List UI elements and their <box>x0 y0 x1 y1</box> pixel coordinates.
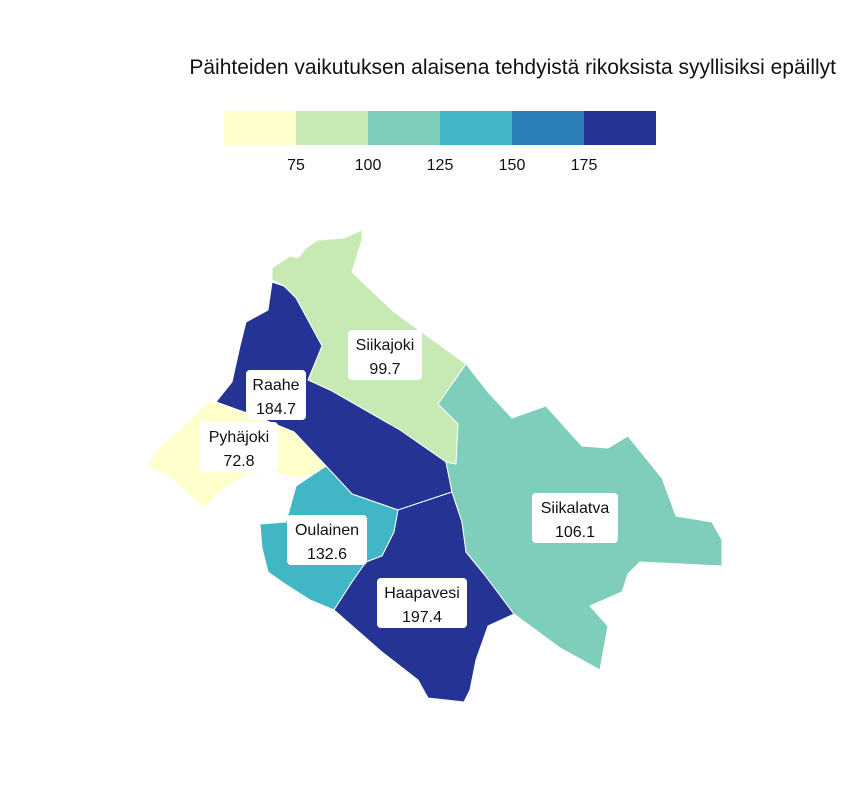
region-name: Haapavesi <box>384 585 460 602</box>
legend-tick-label: 175 <box>571 157 598 174</box>
region-label-pyhajoki: Pyhäjoki 72.8 <box>200 422 278 472</box>
legend-tick-label: 125 <box>427 157 454 174</box>
region-value: 72.8 <box>223 453 254 470</box>
region-label-siikalatva: Siikalatva 106.1 <box>532 493 618 543</box>
region-value: 197.4 <box>402 609 442 626</box>
region-label-box <box>287 515 367 565</box>
region-label-box <box>348 330 422 380</box>
region-value: 99.7 <box>369 361 400 378</box>
region-label-box <box>246 370 306 420</box>
region-label-raahe: Raahe 184.7 <box>246 370 306 420</box>
region-value: 106.1 <box>555 524 595 541</box>
region-name: Siikalatva <box>541 500 610 517</box>
legend-swatch <box>296 111 368 145</box>
region-label-box <box>377 578 467 628</box>
legend-swatch <box>584 111 656 145</box>
legend-tick-label: 75 <box>287 157 305 174</box>
region-name: Siikajoki <box>356 337 415 354</box>
legend-tick-label: 100 <box>355 157 382 174</box>
legend-swatches <box>224 111 656 145</box>
region-name: Raahe <box>252 377 299 394</box>
legend-swatch <box>512 111 584 145</box>
legend-swatch <box>224 111 296 145</box>
region-labels: Siikajoki 99.7 Raahe 184.7 Pyhäjoki 72.8 Oulai… <box>200 330 618 628</box>
region-name: Oulainen <box>295 522 359 539</box>
region-label-oulainen: Oulainen 132.6 <box>287 515 367 565</box>
region-label-haapavesi: Haapavesi 197.4 <box>377 578 467 628</box>
legend-tick-label: 150 <box>499 157 526 174</box>
legend-ticks: 75 100 125 150 175 <box>287 157 597 174</box>
color-legend: 75 100 125 150 175 <box>224 111 656 174</box>
legend-swatch <box>368 111 440 145</box>
region-value: 132.6 <box>307 546 347 563</box>
region-value: 184.7 <box>256 401 296 418</box>
region-label-box <box>200 422 278 472</box>
map-title: Päihteiden vaikutuksen alaisena tehdyist… <box>189 56 836 79</box>
region-label-box <box>532 493 618 543</box>
legend-swatch <box>440 111 512 145</box>
region-label-siikajoki: Siikajoki 99.7 <box>348 330 422 380</box>
region-name: Pyhäjoki <box>209 429 269 446</box>
